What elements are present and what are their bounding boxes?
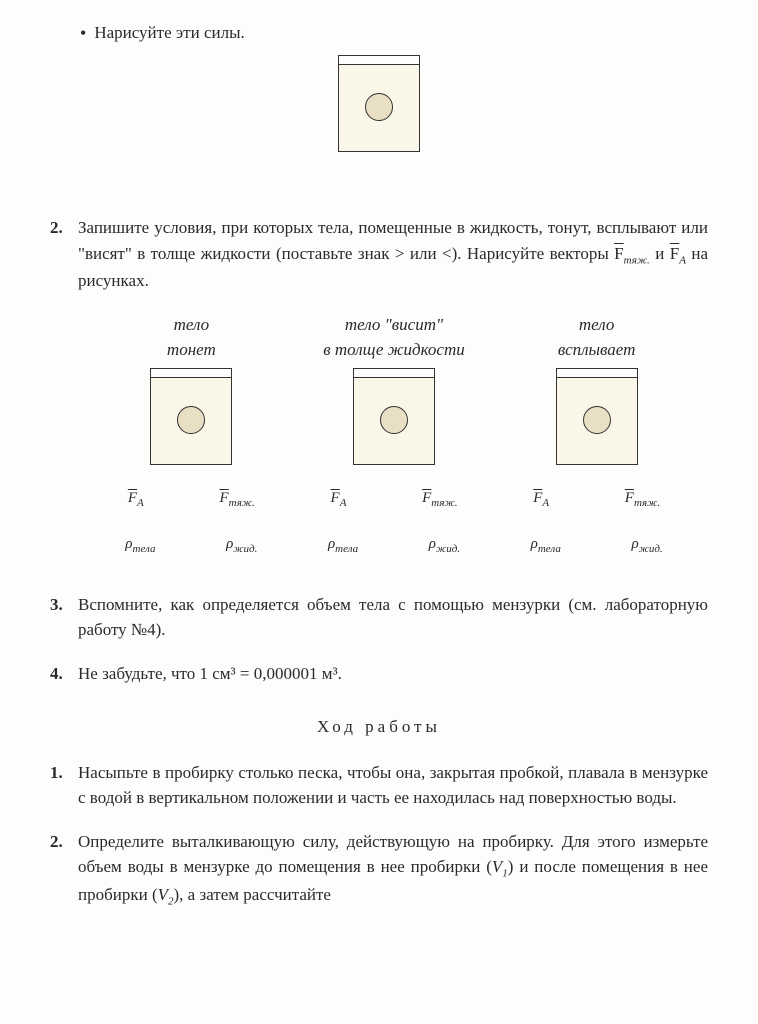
col-sinks: тело тонет xyxy=(90,312,293,465)
ft-2: Fтяж. xyxy=(422,487,457,512)
diagram-single-container xyxy=(50,62,708,152)
q4-number: 4. xyxy=(50,661,78,687)
p2-number: 2. xyxy=(50,829,78,910)
rho-group-2: ρтела ρжид. xyxy=(293,533,496,558)
container-sinks xyxy=(150,375,232,465)
c1-line1: тело xyxy=(174,315,210,334)
force-group-2: FА Fтяж. xyxy=(293,487,496,512)
q3-text: Вспомните, как определяется объем тела с… xyxy=(78,592,708,643)
container-suspended xyxy=(353,375,435,465)
section-title-procedure: Ход работы xyxy=(50,714,708,740)
rho-group-1: ρтела ρжид. xyxy=(90,533,293,558)
q4-text: Не забудьте, что 1 см³ = 0,000001 м³. xyxy=(78,661,708,687)
f-tyazh-symbol: F xyxy=(614,244,623,263)
q2-number: 2. xyxy=(50,215,78,294)
label-floats: тело всплывает xyxy=(558,312,636,363)
rho-zhid-2: ρжид. xyxy=(429,533,460,558)
rho-tela-2: ρтела xyxy=(328,533,358,558)
procedure-2: 2. Определите выталкивающую силу, действ… xyxy=(50,829,708,910)
f-a-symbol: F xyxy=(670,244,679,263)
label-suspended: тело "висит" в толще жидкости xyxy=(323,312,465,363)
p2-body: Определите выталкивающую силу, действующ… xyxy=(78,829,708,910)
col-suspended: тело "висит" в толще жидкости xyxy=(293,312,496,465)
q2-body: Запишите условия, при которых тела, поме… xyxy=(78,215,708,294)
rho-zhid-1: ρжид. xyxy=(226,533,257,558)
rho-group-3: ρтела ρжид. xyxy=(495,533,698,558)
circle-floats-icon xyxy=(583,406,611,434)
f-a-sub: А xyxy=(679,254,686,266)
container-lid xyxy=(338,55,420,65)
c3-line2: всплывает xyxy=(558,340,636,359)
force-group-3: FА Fтяж. xyxy=(495,487,698,512)
fa-3: FА xyxy=(533,487,549,512)
fa-2: FА xyxy=(331,487,347,512)
force-group-1: FА Fтяж. xyxy=(90,487,293,512)
label-sinks: тело тонет xyxy=(167,312,216,363)
question-3: 3. Вспомните, как определяется объем тел… xyxy=(50,592,708,643)
lid-sinks xyxy=(150,368,232,378)
bullet-draw-forces: • Нарисуйте эти силы. xyxy=(80,20,708,47)
p2-after: ), а затем рассчитайте xyxy=(174,885,331,904)
rho-zhid-3: ρжид. xyxy=(631,533,662,558)
fa-1: FА xyxy=(128,487,144,512)
v1-symbol: V xyxy=(492,857,502,876)
force-formula-row: FА Fтяж. FА Fтяж. FА Fтяж. xyxy=(80,487,708,512)
ft-1: Fтяж. xyxy=(219,487,254,512)
p1-text: Насыпьте в пробирку столько песка, чтобы… xyxy=(78,760,708,811)
q3-number: 3. xyxy=(50,592,78,643)
f-tyazh-sub: тяж. xyxy=(624,254,650,266)
bullet-text: Нарисуйте эти силы. xyxy=(94,20,244,47)
c2-line1: тело "висит" xyxy=(345,315,443,334)
container-floats xyxy=(556,375,638,465)
q2-and: и xyxy=(650,244,670,263)
p1-number: 1. xyxy=(50,760,78,811)
question-4: 4. Не забудьте, что 1 см³ = 0,000001 м³. xyxy=(50,661,708,687)
rho-tela-1: ρтела xyxy=(125,533,155,558)
c2-line2: в толще жидкости xyxy=(323,340,465,359)
circle-sinks-icon xyxy=(177,406,205,434)
body-circle-icon xyxy=(365,93,393,121)
three-diagrams-labels: тело тонет тело "висит" в толще жидкости… xyxy=(80,312,708,465)
liquid-container xyxy=(338,62,420,152)
question-2: 2. Запишите условия, при которых тела, п… xyxy=(50,215,708,294)
rho-tela-3: ρтела xyxy=(531,533,561,558)
bullet-marker: • xyxy=(80,20,86,47)
ft-3: Fтяж. xyxy=(625,487,660,512)
circle-suspended-icon xyxy=(380,406,408,434)
lid-suspended xyxy=(353,368,435,378)
c3-line1: тело xyxy=(579,315,615,334)
col-floats: тело всплывает xyxy=(495,312,698,465)
v2-symbol: V xyxy=(158,885,168,904)
procedure-1: 1. Насыпьте в пробирку столько песка, чт… xyxy=(50,760,708,811)
rho-formula-row: ρтела ρжид. ρтела ρжид. ρтела ρжид. xyxy=(80,533,708,558)
c1-line2: тонет xyxy=(167,340,216,359)
lid-floats xyxy=(556,368,638,378)
